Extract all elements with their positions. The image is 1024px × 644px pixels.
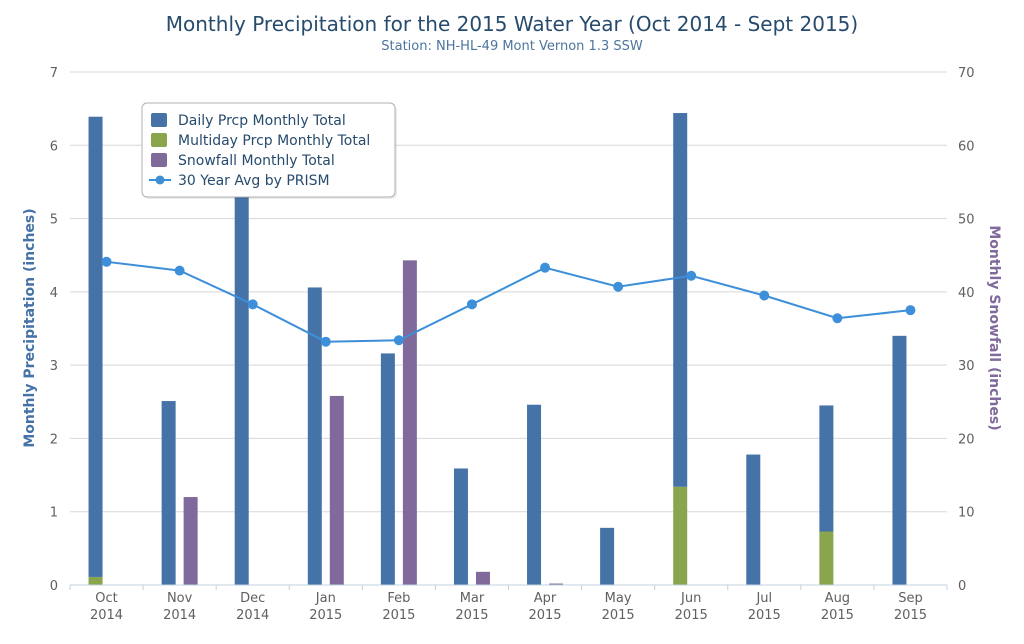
y-tick-label-left: 4 <box>50 286 58 301</box>
bar-daily <box>819 405 834 532</box>
x-tick-label-year: 2015 <box>821 608 854 623</box>
legend-label: Multiday Prcp Monthly Total <box>178 133 370 149</box>
legend-label: Snowfall Monthly Total <box>178 153 335 169</box>
legend-symbol <box>151 153 167 167</box>
bar-snowfall <box>475 571 490 585</box>
y-tick-label-left: 1 <box>50 506 58 521</box>
y-tick-label-right: 30 <box>958 359 975 374</box>
avg-point <box>174 265 185 276</box>
x-tick-label-month: Apr <box>534 591 557 606</box>
bar-daily <box>307 287 322 585</box>
y-axis-title-left: Monthly Precipitation (inches) <box>22 208 38 447</box>
y-tick-label-left: 6 <box>50 139 58 154</box>
legend-symbol <box>155 175 165 185</box>
x-tick-label-year: 2015 <box>602 608 635 623</box>
legend: Daily Prcp Monthly Total Multiday Prcp Mo… <box>141 102 397 199</box>
avg-line-path <box>106 260 911 343</box>
x-tick-label-year: 2014 <box>90 608 123 623</box>
legend-label: 30 Year Avg by PRISM <box>178 173 330 189</box>
y-tick-label-left: 3 <box>50 359 58 374</box>
x-tick-label-month: Nov <box>167 591 193 606</box>
x-tick-label-month: Sep <box>898 591 923 606</box>
chart-title: Monthly Precipitation for the 2015 Water… <box>166 12 858 36</box>
bar-snowfall <box>402 260 417 585</box>
axes: 01234567010203040506070Oct2014Nov2014Dec… <box>50 66 975 623</box>
x-tick-label-year: 2014 <box>236 608 269 623</box>
x-tick-label-year: 2015 <box>894 608 927 623</box>
legend-label: Daily Prcp Monthly Total <box>178 113 346 129</box>
y-tick-label-right: 0 <box>958 579 966 594</box>
avg-point <box>540 262 551 273</box>
bar-snowfall <box>183 497 198 585</box>
legend-symbol <box>151 113 167 127</box>
bar-daily <box>88 116 103 577</box>
legend-symbol <box>151 133 167 147</box>
y-tick-label-left: 5 <box>50 213 58 228</box>
bar-daily <box>234 192 249 585</box>
y-tick-label-right: 20 <box>958 432 975 447</box>
x-tick-label-month: Jun <box>680 591 701 606</box>
y-tick-label-right: 10 <box>958 506 975 521</box>
bar-daily <box>746 454 761 585</box>
avg-point <box>613 281 624 292</box>
bar-snowfall <box>549 583 564 585</box>
bar-daily <box>380 353 395 585</box>
x-tick-label-year: 2015 <box>675 608 708 623</box>
x-tick-label-month: Jan <box>315 591 336 606</box>
x-tick-label-month: Jul <box>755 591 772 606</box>
bar-multiday <box>819 531 834 585</box>
x-tick-label-year: 2015 <box>528 608 561 623</box>
y-tick-label-left: 7 <box>50 66 58 81</box>
avg-line <box>101 256 916 347</box>
bar-daily <box>161 401 176 585</box>
bar-daily <box>453 468 468 585</box>
x-tick-label-year: 2015 <box>382 608 415 623</box>
bar-snowfall <box>329 395 344 585</box>
x-tick-label-month: Feb <box>387 591 410 606</box>
y-tick-label-right: 40 <box>958 286 975 301</box>
bar-multiday <box>673 486 688 585</box>
y-tick-label-left: 2 <box>50 432 58 447</box>
x-tick-label-month: Aug <box>825 591 850 606</box>
bar-daily <box>892 335 907 585</box>
bar-multiday <box>88 576 103 585</box>
y-tick-label-left: 0 <box>50 579 58 594</box>
avg-point <box>686 270 697 281</box>
y-tick-label-right: 70 <box>958 66 975 81</box>
legend-box <box>141 102 396 198</box>
avg-point <box>466 299 477 310</box>
y-axis-title-right: Monthly Snowfall (inches) <box>986 225 1002 430</box>
x-tick-label-year: 2015 <box>455 608 488 623</box>
x-tick-label-month: May <box>605 591 632 606</box>
x-tick-label-year: 2015 <box>748 608 781 623</box>
avg-point <box>247 299 258 310</box>
bar-daily <box>673 113 688 487</box>
avg-point <box>832 313 843 324</box>
avg-point <box>905 305 916 316</box>
bar-daily <box>600 527 615 585</box>
chart-subtitle: Station: NH-HL-49 Mont Vernon 1.3 SSW <box>381 39 643 54</box>
bar-daily <box>527 404 542 585</box>
avg-point <box>101 256 112 267</box>
y-tick-label-right: 60 <box>958 139 975 154</box>
x-tick-label-year: 2015 <box>309 608 342 623</box>
avg-point <box>393 335 404 346</box>
y-tick-label-right: 50 <box>958 213 975 228</box>
x-tick-label-month: Dec <box>240 591 265 606</box>
bars <box>88 113 907 585</box>
avg-point <box>759 290 770 301</box>
avg-point <box>320 336 331 347</box>
x-tick-label-year: 2014 <box>163 608 196 623</box>
x-tick-label-month: Mar <box>460 591 485 606</box>
x-tick-label-month: Oct <box>95 591 117 606</box>
